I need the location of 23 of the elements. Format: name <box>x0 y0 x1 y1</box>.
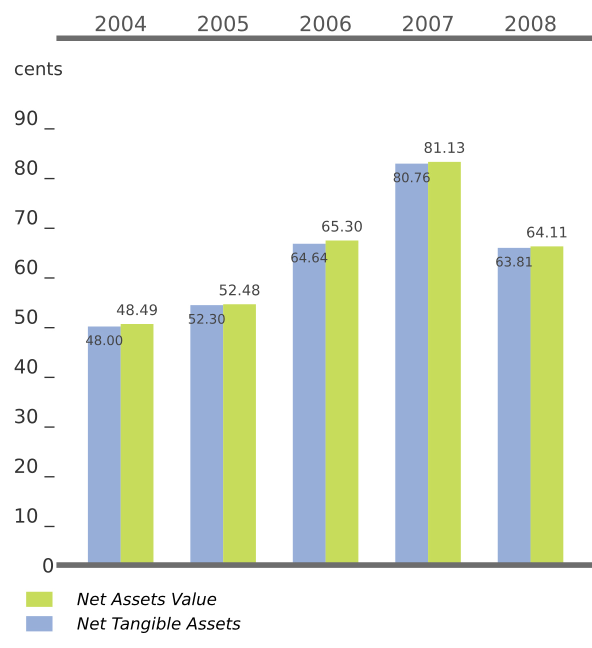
x-tick-label: 2006 <box>300 16 351 32</box>
legend-label: Net Tangible Assets <box>77 616 240 633</box>
legend-label: Net Assets Value <box>77 592 216 606</box>
y-tick-label: 30 _ <box>15 408 55 428</box>
x-tick-label: 2004 <box>96 16 146 32</box>
data-label: 65.30 <box>322 220 362 232</box>
data-label: 64.11 <box>527 226 566 238</box>
data-label: 52.48 <box>220 284 260 296</box>
y-tick-label: 10 _ <box>16 508 55 528</box>
x-tick-label: 2005 <box>198 16 248 32</box>
x-tick-label: 2008 <box>506 16 556 32</box>
data-label: 81.13 <box>424 142 464 154</box>
data-label: 48.49 <box>116 304 157 316</box>
y-tick-label: 20 _ <box>15 458 55 478</box>
y-tick-label: 90 _ <box>14 110 55 130</box>
y-tick-label: 0 <box>43 558 54 573</box>
y-tick-label: 80 _ <box>15 160 55 180</box>
y-tick-label: 40 _ <box>14 359 55 378</box>
y-axis-title: cents <box>14 62 62 76</box>
y-tick-label: 70 _ <box>15 210 55 229</box>
y-tick-label: 50 _ <box>15 309 55 328</box>
y-tick-label: 60 _ <box>15 260 55 279</box>
x-tick-label: 2007 <box>403 16 453 32</box>
